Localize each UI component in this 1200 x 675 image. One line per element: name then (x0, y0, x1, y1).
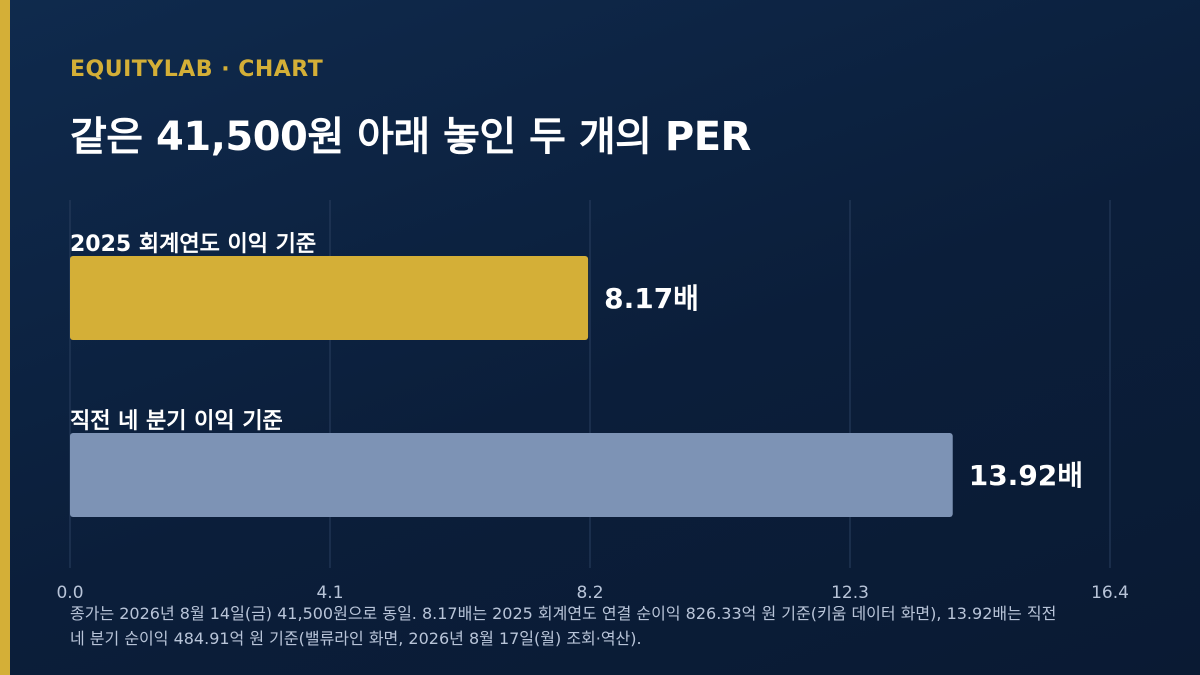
x-tick-label: 4.1 (316, 583, 343, 603)
footnote: 종가는 2026년 8월 14일(금) 41,500원으로 동일. 8.17배는… (70, 604, 1057, 648)
category-label: 직전 네 분기 이익 기준 (70, 409, 283, 434)
x-tick-label: 0.0 (56, 583, 83, 603)
x-tick-label: 16.4 (1091, 583, 1129, 603)
category-label: 2025 회계연도 이익 기준 (70, 232, 316, 257)
bar (70, 256, 589, 340)
x-tick-label: 8.2 (576, 583, 603, 603)
accent-bar (0, 0, 10, 675)
bar-value-label: 8.17배 (604, 282, 699, 315)
chart-title: 같은 41,500원 아래 놓인 두 개의 PER (70, 114, 751, 160)
bar (70, 433, 953, 517)
eyebrow-label: EQUITYLAB · CHART (70, 57, 324, 82)
bar-value-label: 13.92배 (969, 459, 1083, 492)
x-tick-label: 12.3 (831, 583, 869, 603)
